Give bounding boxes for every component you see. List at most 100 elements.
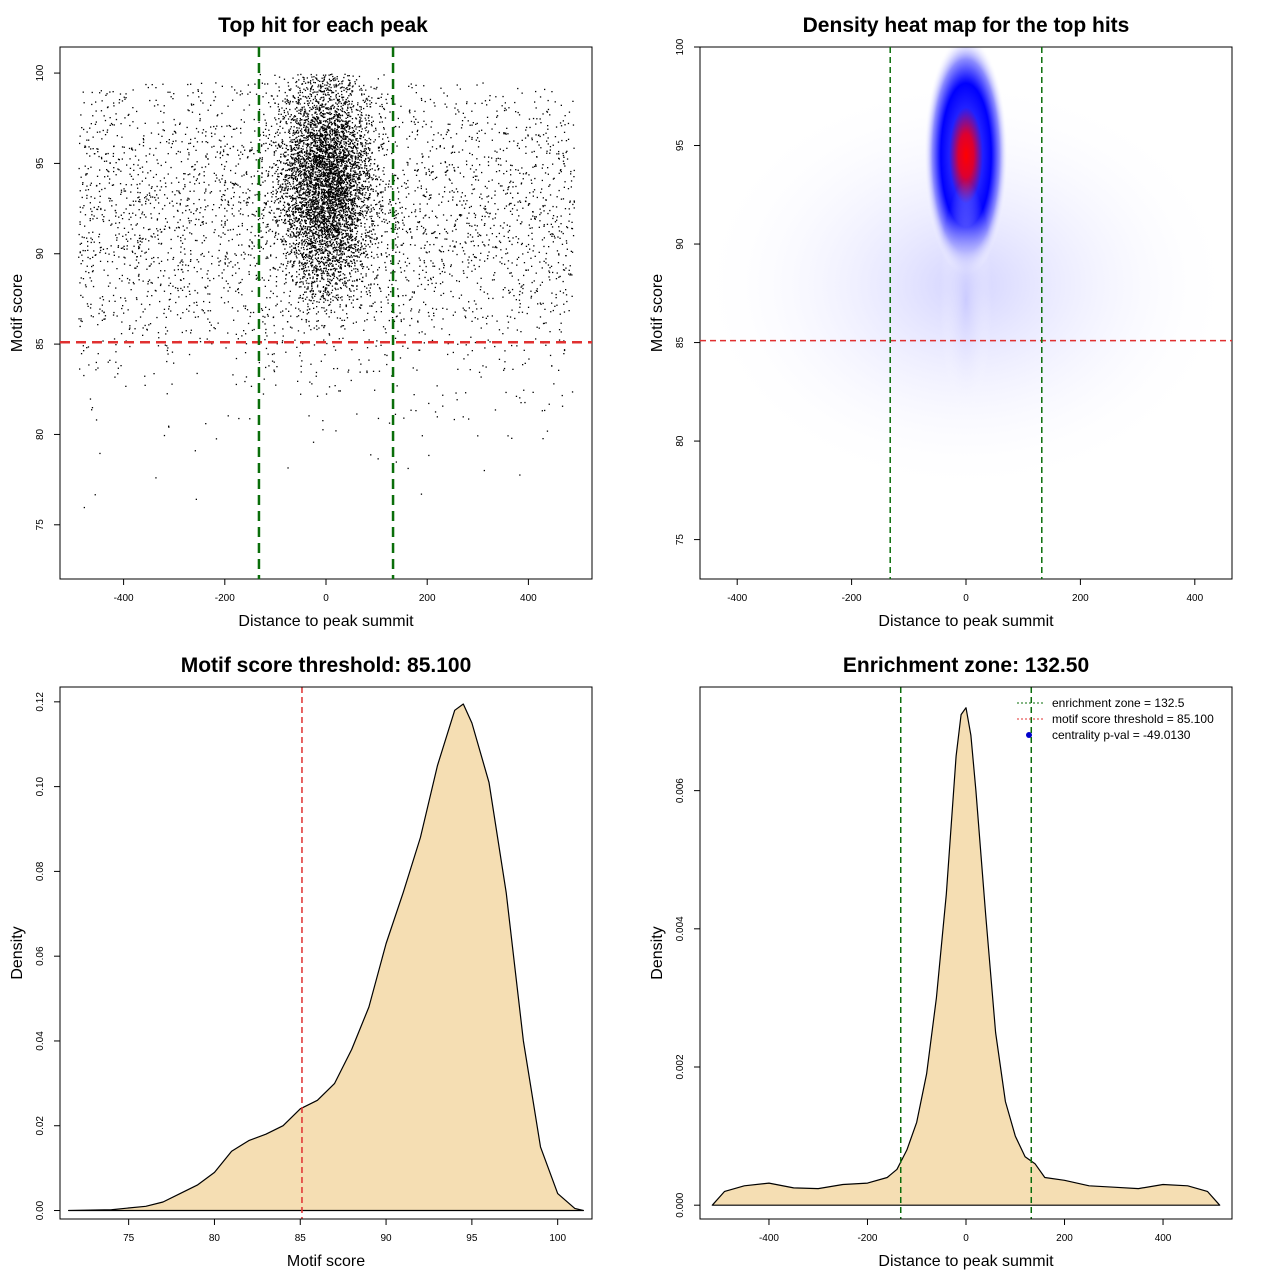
scatter-point — [305, 222, 307, 225]
scatter-point — [261, 176, 263, 178]
scatter-point — [142, 311, 144, 313]
scatter-point — [83, 205, 85, 207]
scatter-point — [153, 261, 155, 263]
scatter-point — [325, 309, 328, 311]
scatter-point — [387, 299, 389, 301]
scatter-point — [221, 196, 223, 198]
scatter-point — [492, 257, 495, 259]
scatter-point — [316, 221, 319, 223]
scatter-point — [118, 278, 121, 280]
scatter-point — [298, 219, 300, 221]
scatter-point — [471, 225, 473, 227]
scatter-point — [476, 175, 478, 177]
scatter-point — [509, 202, 511, 205]
scatter-point — [510, 164, 512, 166]
scatter-point — [461, 120, 464, 122]
scatter-point — [312, 254, 314, 256]
scatter-point — [420, 493, 423, 495]
scatter-point — [90, 315, 92, 317]
scatter-point — [320, 97, 322, 99]
scatter-point — [360, 304, 362, 306]
scatter-point — [297, 96, 299, 99]
scatter-point — [556, 272, 558, 274]
scatter-point — [169, 282, 172, 284]
scatter-point — [117, 158, 120, 160]
scatter-point — [87, 240, 89, 243]
scatter-point — [336, 182, 338, 184]
scatter-point — [401, 219, 404, 221]
scatter-point — [119, 183, 122, 185]
scatter-point — [426, 203, 428, 205]
scatter-point — [231, 307, 234, 309]
scatter-point — [237, 184, 239, 186]
scatter-point — [275, 196, 277, 198]
scatter-point — [322, 429, 324, 431]
scatter-point — [168, 299, 170, 301]
scatter-point — [533, 245, 535, 247]
scatter-point — [210, 191, 213, 193]
scatter-point — [205, 190, 207, 192]
scatter-point — [156, 194, 158, 196]
scatter-point — [262, 315, 264, 318]
scatter-point — [273, 212, 275, 214]
scatter-point — [453, 151, 456, 153]
scatter-point — [282, 208, 285, 210]
scatter-point — [336, 78, 338, 80]
scatter-point — [321, 272, 324, 274]
scatter-point — [344, 285, 347, 287]
scatter-point — [173, 130, 176, 132]
scatter-point — [345, 219, 347, 221]
scatter-point — [549, 354, 552, 357]
scatter-point — [399, 201, 401, 204]
scatter-point — [236, 183, 238, 185]
scatter-point — [235, 383, 237, 386]
scatter-point — [207, 109, 209, 111]
scatter-point — [278, 143, 280, 145]
scatter-point — [314, 266, 316, 268]
scatter-point — [189, 293, 191, 295]
scatter-point — [135, 297, 138, 299]
scatter-point — [467, 236, 469, 238]
scatter-point — [303, 276, 306, 278]
scatter-point — [543, 210, 545, 212]
scatter-point — [344, 280, 346, 282]
scatter-point — [384, 189, 386, 191]
scatter-point — [314, 178, 316, 181]
scatter-point — [446, 308, 448, 310]
scatter-point — [150, 213, 152, 215]
scatter-point — [94, 254, 96, 256]
scatter-point — [521, 285, 523, 287]
scatter-point — [562, 292, 565, 294]
scatter-point — [312, 276, 314, 278]
scatter-point — [478, 234, 481, 236]
scatter-point — [199, 120, 201, 122]
scatter-point — [505, 193, 507, 195]
scatter-point — [205, 423, 207, 425]
scatter-point — [425, 228, 427, 231]
scatter-point — [342, 337, 344, 339]
scatter-point — [329, 242, 331, 244]
scatter-point — [274, 220, 277, 222]
scatter-point — [562, 232, 564, 235]
scatter-point — [319, 113, 321, 115]
scatter-point — [157, 257, 159, 259]
scatter-point — [367, 157, 369, 159]
scatter-point — [125, 208, 127, 210]
scatter-point — [92, 316, 94, 318]
scatter-point — [214, 96, 217, 98]
scatter-point — [315, 223, 318, 226]
scatter-point — [166, 221, 168, 223]
scatter-point — [233, 184, 235, 186]
scatter-point — [348, 95, 350, 97]
scatter-point — [416, 134, 419, 136]
scatter-point — [283, 283, 286, 285]
scatter-point — [317, 91, 319, 93]
scatter-point — [422, 269, 424, 271]
scatter-point — [457, 166, 459, 168]
scatter-point — [302, 241, 305, 243]
scatter-point — [204, 192, 206, 194]
scatter-point — [101, 188, 103, 191]
scatter-point — [142, 327, 144, 329]
scatter-point — [259, 217, 261, 220]
scatter-point — [469, 225, 471, 227]
